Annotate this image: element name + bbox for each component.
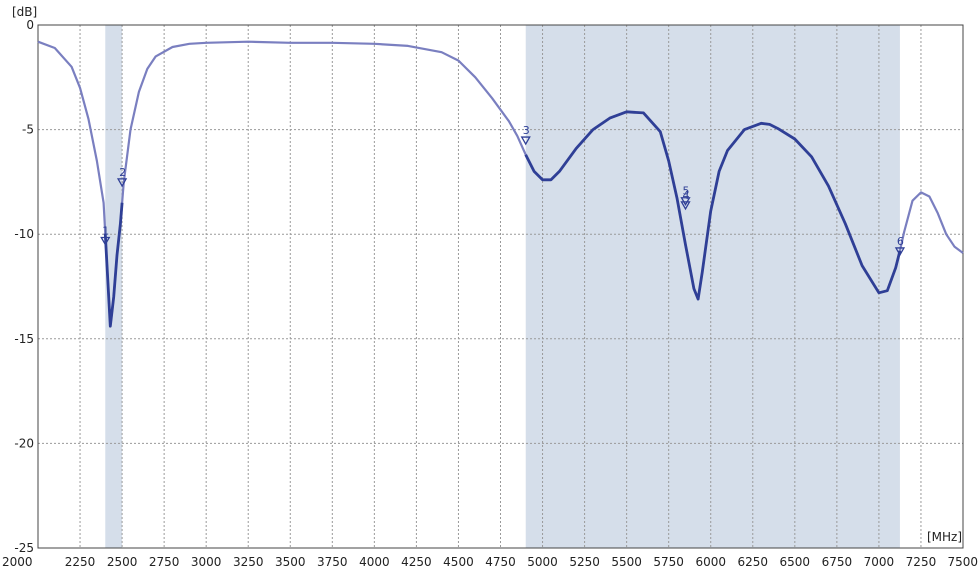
markers: 1 2 3 45 6 <box>100 124 906 257</box>
x-tick-label: 6250 <box>737 555 768 569</box>
marker-1 <box>100 236 111 246</box>
marker-2 <box>116 178 128 188</box>
y-tick-label: 0 <box>26 18 34 32</box>
x-tick-label: 7000 <box>864 555 895 569</box>
y-tick-label: -10 <box>14 227 34 241</box>
x-tick-labels: 2000 2250 2500 2750 3000 3250 3500 3750 4000 4250… <box>2 555 978 569</box>
marker-label-4: 4 <box>683 189 690 202</box>
x-tick-label: 2250 <box>65 555 96 569</box>
x-tick-label: 5250 <box>569 555 600 569</box>
y-tick-label: -15 <box>14 332 34 346</box>
x-tick-label: 5750 <box>653 555 684 569</box>
marker-6 <box>894 247 906 257</box>
x-tick-label: 2000 <box>2 555 33 569</box>
y-tick-label: -25 <box>14 541 34 555</box>
y-unit-label: [dB] <box>12 5 37 19</box>
band-2 <box>525 25 900 548</box>
series-lines <box>37 40 964 328</box>
series-line-band-2 <box>524 110 902 301</box>
grid-lines <box>38 25 963 548</box>
marker-label-2: 2 <box>119 166 126 179</box>
marker-5 <box>680 197 691 207</box>
band-highlights <box>105 25 900 548</box>
x-tick-label: 7500 <box>947 555 978 569</box>
marker-label-6: 6 <box>897 235 904 248</box>
x-tick-label: 4750 <box>485 555 516 569</box>
marker-label-1: 1 <box>102 224 109 237</box>
marker-label-3: 3 <box>523 124 530 137</box>
x-tick-label: 3000 <box>191 555 222 569</box>
y-tick-labels: 0 -5 -10 -15 -20 -25 <box>14 18 34 555</box>
y-tick-label: -5 <box>22 123 34 137</box>
marker-label-5: 5 <box>683 185 690 198</box>
x-tick-label: 5500 <box>611 555 642 569</box>
x-tick-label: 3750 <box>317 555 348 569</box>
x-tick-label: 6750 <box>822 555 853 569</box>
x-tick-label: 5000 <box>527 555 558 569</box>
x-tick-label: 4000 <box>359 555 390 569</box>
x-tick-label: 2750 <box>149 555 180 569</box>
x-tick-label: 4250 <box>401 555 432 569</box>
x-unit-label: [MHz] <box>927 530 962 544</box>
x-tick-label: 7250 <box>906 555 937 569</box>
x-tick-label: 3500 <box>275 555 306 569</box>
x-tick-label: 4500 <box>443 555 474 569</box>
series-line-band-1 <box>103 202 124 328</box>
x-tick-label: 6500 <box>780 555 811 569</box>
y-tick-label: -20 <box>14 436 34 450</box>
plot-border <box>37 24 964 549</box>
x-tick-label: 2500 <box>107 555 138 569</box>
marker-3 <box>520 136 531 146</box>
x-tick-label: 6000 <box>695 555 726 569</box>
plot-frame <box>37 24 964 549</box>
marker-4 <box>680 201 691 211</box>
x-tick-label: 3250 <box>233 555 264 569</box>
